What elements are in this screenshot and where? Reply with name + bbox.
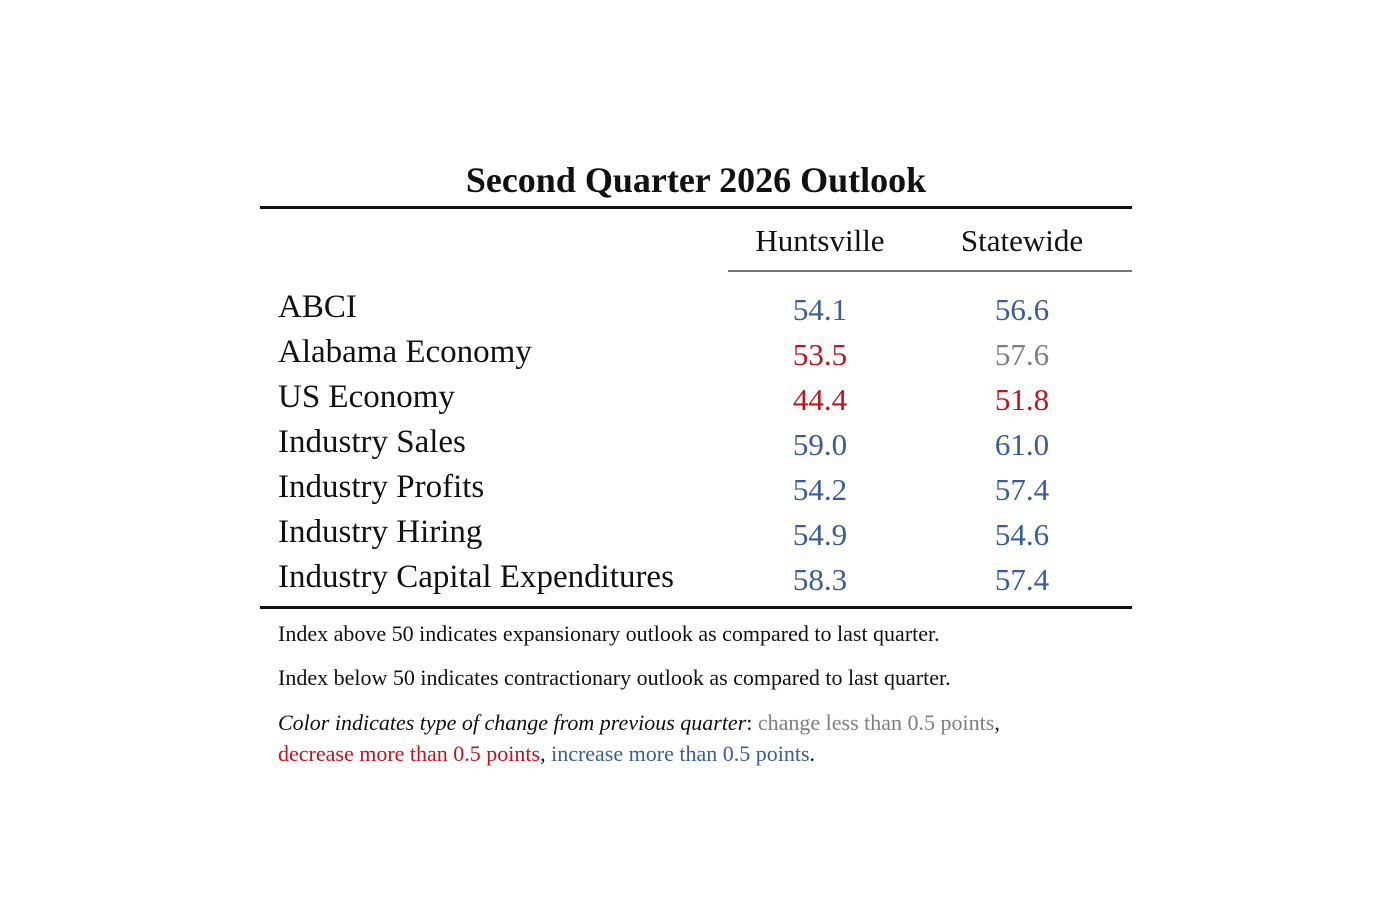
- value-huntsville: 59.0: [792, 427, 848, 462]
- value-statewide: 54.6: [994, 517, 1050, 552]
- table-title: Second Quarter 2026 Outlook: [465, 160, 927, 200]
- legend-decrease: decrease more than 0.5 points: [278, 741, 541, 766]
- table-row: ABCI 54.1 56.6: [260, 285, 1132, 330]
- value-statewide: 56.6: [994, 292, 1050, 327]
- value-statewide: 57.6: [994, 337, 1050, 372]
- table-row: Alabama Economy 53.5 57.6: [260, 330, 1132, 375]
- value-huntsville: 54.1: [792, 292, 848, 327]
- legend-colon: :: [746, 710, 758, 735]
- legend-lead: Color indicates type of change from prev…: [278, 710, 747, 735]
- row-label: Industry Capital Expenditures: [278, 559, 674, 595]
- value-huntsville: 44.4: [792, 382, 848, 417]
- value-huntsville: 53.5: [792, 337, 848, 372]
- value-huntsville: 54.9: [792, 517, 848, 552]
- value-huntsville: 58.3: [792, 562, 848, 597]
- value-statewide: 57.4: [994, 472, 1050, 507]
- note-above-50: Index above 50 indicates expansionary ou…: [278, 621, 940, 646]
- value-statewide: 61.0: [994, 427, 1050, 462]
- color-legend: Color indicates type of change from prev…: [278, 707, 1132, 769]
- value-huntsville: 54.2: [792, 472, 848, 507]
- legend-sep: ,: [540, 741, 552, 766]
- row-label: Alabama Economy: [278, 334, 532, 370]
- column-header-huntsville: Huntsville: [755, 223, 885, 258]
- table-body: ABCI 54.1 56.6 Alabama Economy 53.5 57.6 US Ec…: [260, 273, 1132, 606]
- top-rule: [260, 206, 1132, 209]
- column-header-row: Huntsville Statewide: [260, 209, 1132, 273]
- legend-increase: increase more than 0.5 points: [551, 741, 810, 766]
- table-row: US Economy 44.4 51.8: [260, 375, 1132, 420]
- column-header-statewide: Statewide: [960, 223, 1084, 258]
- legend-end: .: [809, 741, 816, 766]
- header-rule: [728, 270, 1132, 272]
- value-statewide: 57.4: [994, 562, 1050, 597]
- row-label: US Economy: [278, 379, 455, 415]
- row-label: Industry Hiring: [278, 514, 483, 550]
- legend-sep: ,: [994, 710, 1000, 735]
- table-row: Industry Profits 54.2 57.4: [260, 465, 1132, 510]
- outlook-table: Second Quarter 2026 Outlook Huntsville S…: [260, 154, 1132, 783]
- table-row: Industry Sales 59.0 61.0: [260, 420, 1132, 465]
- bottom-rule: [260, 606, 1132, 609]
- value-statewide: 51.8: [994, 382, 1050, 417]
- row-label: ABCI: [278, 289, 357, 325]
- table-row: Industry Capital Expenditures 58.3 57.4: [260, 555, 1132, 600]
- table-notes: Index above 50 indicates expansionary ou…: [260, 609, 1132, 769]
- row-label: Industry Profits: [278, 469, 485, 505]
- note-below-50: Index below 50 indicates contractionary …: [278, 665, 951, 690]
- table-row: Industry Hiring 54.9 54.6: [260, 510, 1132, 555]
- legend-neutral: change less than 0.5 points: [757, 710, 995, 735]
- row-label: Industry Sales: [278, 424, 466, 460]
